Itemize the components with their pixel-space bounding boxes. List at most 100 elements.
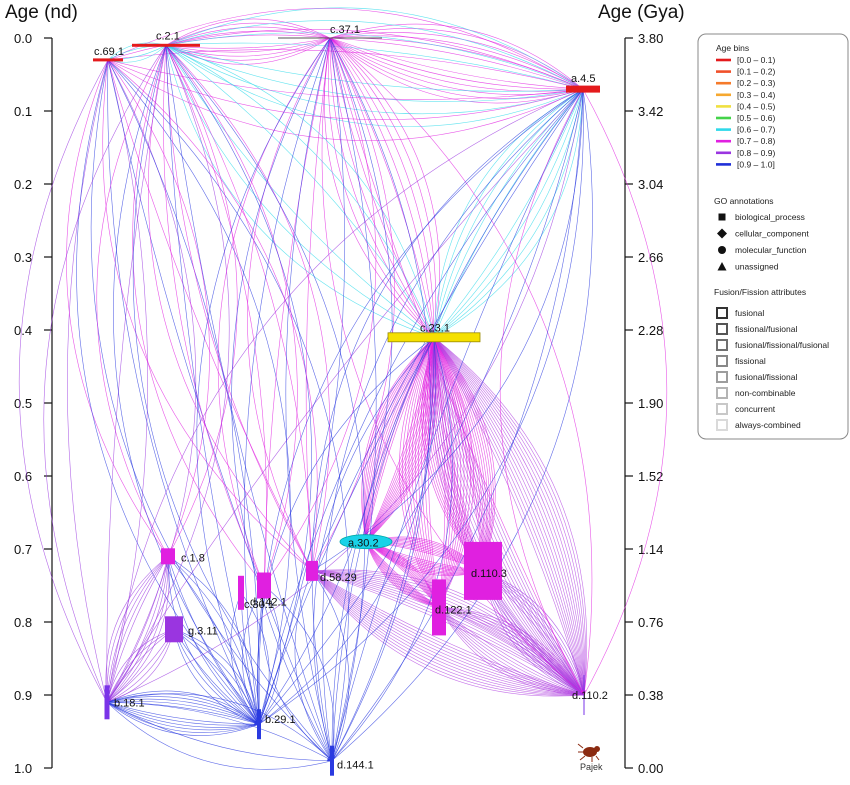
legend-label: [0.9 – 1.0] bbox=[737, 159, 775, 169]
edge-line bbox=[261, 585, 333, 761]
node-c-37-1[interactable]: c.37.1 bbox=[278, 24, 382, 39]
edge-bundle bbox=[165, 18, 331, 65]
edge-line bbox=[331, 88, 584, 761]
edge-bundle bbox=[106, 693, 333, 770]
right-tick-label: 2.28 bbox=[638, 323, 663, 338]
right-tick-label: 2.66 bbox=[638, 250, 663, 265]
edge-line bbox=[433, 337, 585, 696]
node-c-23-1[interactable]: c.23.1 bbox=[387, 322, 481, 343]
node-a-4-5[interactable]: a.4.5 bbox=[566, 73, 600, 93]
edge-line bbox=[165, 20, 584, 90]
edge-line bbox=[285, 37, 333, 761]
edge-line bbox=[365, 337, 435, 542]
node-c-2-1[interactable]: c.2.1 bbox=[132, 30, 200, 47]
node-g-3-11[interactable]: g.3.11 bbox=[165, 616, 218, 643]
node-label: g.3.11 bbox=[188, 625, 218, 637]
edge-line bbox=[165, 22, 331, 46]
edge-line bbox=[106, 89, 584, 703]
edge-line bbox=[165, 45, 267, 586]
edge-line bbox=[365, 541, 440, 608]
edge-line bbox=[165, 45, 584, 127]
edge-line bbox=[106, 702, 333, 770]
left-axis-title: Age (nd) bbox=[5, 2, 78, 23]
node-shape bbox=[432, 579, 446, 636]
edge-line bbox=[242, 585, 265, 725]
edge-line bbox=[165, 45, 584, 92]
legend-age-bins-title: Age bins bbox=[716, 43, 749, 53]
edge-bundle bbox=[76, 59, 291, 725]
edge-line bbox=[106, 693, 260, 725]
edge-line bbox=[433, 88, 584, 338]
edge-line bbox=[258, 585, 281, 725]
legend-label: fissional bbox=[735, 356, 766, 366]
edge-bundle bbox=[106, 690, 260, 736]
legend-label: non-combinable bbox=[735, 388, 796, 398]
edge-bundle bbox=[18, 59, 197, 703]
edge-line bbox=[167, 556, 260, 725]
edge-line bbox=[365, 541, 440, 608]
right-tick-label: 0.38 bbox=[638, 688, 663, 703]
edge-line bbox=[106, 690, 260, 725]
node-d-144-1[interactable]: d.144.1 bbox=[330, 745, 374, 776]
legend-fusion-item: fusional/fissional/fusional bbox=[716, 339, 829, 351]
edge-line bbox=[329, 37, 435, 338]
edge-line bbox=[106, 59, 148, 703]
node-a-30-2[interactable]: a.30.2 bbox=[339, 534, 393, 550]
node-c-69-1[interactable]: c.69.1 bbox=[93, 46, 124, 62]
node-d-110-2[interactable]: d.110.2 bbox=[572, 675, 608, 715]
spider-icon bbox=[577, 743, 600, 762]
edge-line bbox=[165, 37, 331, 65]
right-tick-label: 3.42 bbox=[638, 104, 663, 119]
node-label: a.4.5 bbox=[571, 73, 595, 85]
edge-bundle bbox=[165, 7, 584, 127]
edge-line bbox=[329, 37, 585, 696]
left-tick-label: 1.0 bbox=[14, 761, 32, 776]
edge-line bbox=[438, 607, 585, 696]
edge-line bbox=[263, 37, 331, 586]
edge-line bbox=[107, 59, 584, 141]
edge-line bbox=[106, 88, 584, 703]
right-tick-label: 1.52 bbox=[638, 469, 663, 484]
node-shape bbox=[566, 85, 600, 93]
edge-line bbox=[106, 556, 169, 703]
node-c-1-8[interactable]: c.1.8 bbox=[161, 548, 205, 565]
node-d-122-1[interactable]: d.122.1 bbox=[432, 579, 472, 636]
edge-line bbox=[258, 37, 393, 725]
edge-line bbox=[165, 45, 313, 571]
edge-line bbox=[257, 585, 265, 725]
legend-box-swatch bbox=[716, 323, 728, 335]
edge-line bbox=[433, 337, 585, 696]
node-label: d.142.1 bbox=[250, 597, 287, 609]
legend-label: [0.6 – 0.7) bbox=[737, 125, 775, 135]
node-b-29-1[interactable]: b.29.1 bbox=[257, 709, 296, 740]
edge-line bbox=[433, 337, 484, 571]
edge-line bbox=[106, 702, 260, 728]
legend-age-bin: [0.6 – 0.7) bbox=[716, 125, 775, 135]
legend-fusion-item: fissional bbox=[716, 355, 766, 367]
node-c-30-1[interactable]: c.30.1 bbox=[238, 575, 274, 611]
edge-line bbox=[165, 32, 584, 90]
edge-bundle bbox=[242, 585, 281, 725]
edge-line bbox=[433, 88, 584, 338]
diamond-icon bbox=[717, 228, 727, 239]
edge-line bbox=[438, 607, 585, 696]
edge-line bbox=[311, 570, 585, 696]
legend-label: [0.8 – 0.9) bbox=[737, 148, 775, 158]
node-d-142-1[interactable]: d.142.1 bbox=[250, 572, 287, 609]
node-label: c.23.1 bbox=[420, 322, 450, 334]
right-axis-title: Age (Gya) bbox=[598, 2, 685, 23]
node-d-58-29[interactable]: d.58.29 bbox=[306, 560, 357, 584]
edge-line bbox=[247, 37, 331, 572]
legend-age-bin: [0.7 – 0.8) bbox=[716, 136, 775, 146]
legend-box-swatch bbox=[716, 419, 728, 431]
edge-line bbox=[165, 45, 435, 338]
legend-label: fusional/fissional bbox=[735, 372, 797, 382]
edge-line bbox=[329, 37, 435, 338]
edge-line bbox=[90, 59, 333, 761]
node-b-18-1[interactable]: b.18.1 bbox=[104, 685, 145, 720]
node-d-110-3[interactable]: d.110.3 bbox=[464, 541, 507, 600]
left-tick-label: 0.9 bbox=[14, 688, 32, 703]
edge-line bbox=[329, 37, 435, 338]
edge-line bbox=[132, 45, 265, 586]
legend-age-bin: [0.2 – 0.3) bbox=[716, 78, 775, 88]
